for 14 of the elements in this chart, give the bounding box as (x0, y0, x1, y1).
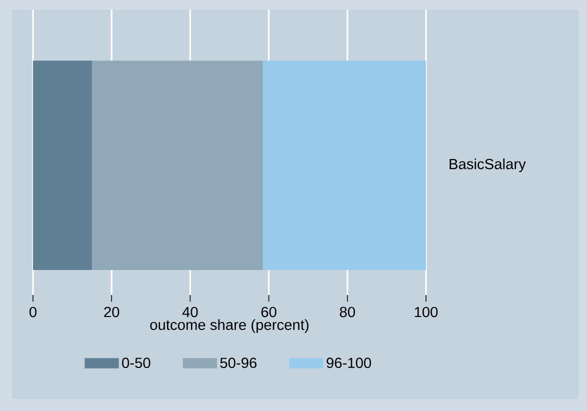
x-tick-label: 40 (182, 306, 198, 318)
bar (262, 60, 426, 270)
x-tick-label: 0 (29, 306, 36, 318)
legend-label: 50-96 (220, 358, 257, 368)
bar (33, 60, 92, 270)
x-tick-label: 60 (261, 306, 276, 318)
bar (92, 60, 263, 270)
x-tick-label: 100 (414, 306, 438, 318)
legend-label: 0-50 (122, 358, 150, 368)
x-tick-label: 20 (104, 306, 120, 318)
y-tick-label: BasicSalary (450, 158, 526, 172)
x-axis-title: outcome share (percent) (150, 319, 308, 333)
legend-label: 96-100 (326, 358, 372, 368)
x-tick-label: 80 (340, 306, 355, 318)
